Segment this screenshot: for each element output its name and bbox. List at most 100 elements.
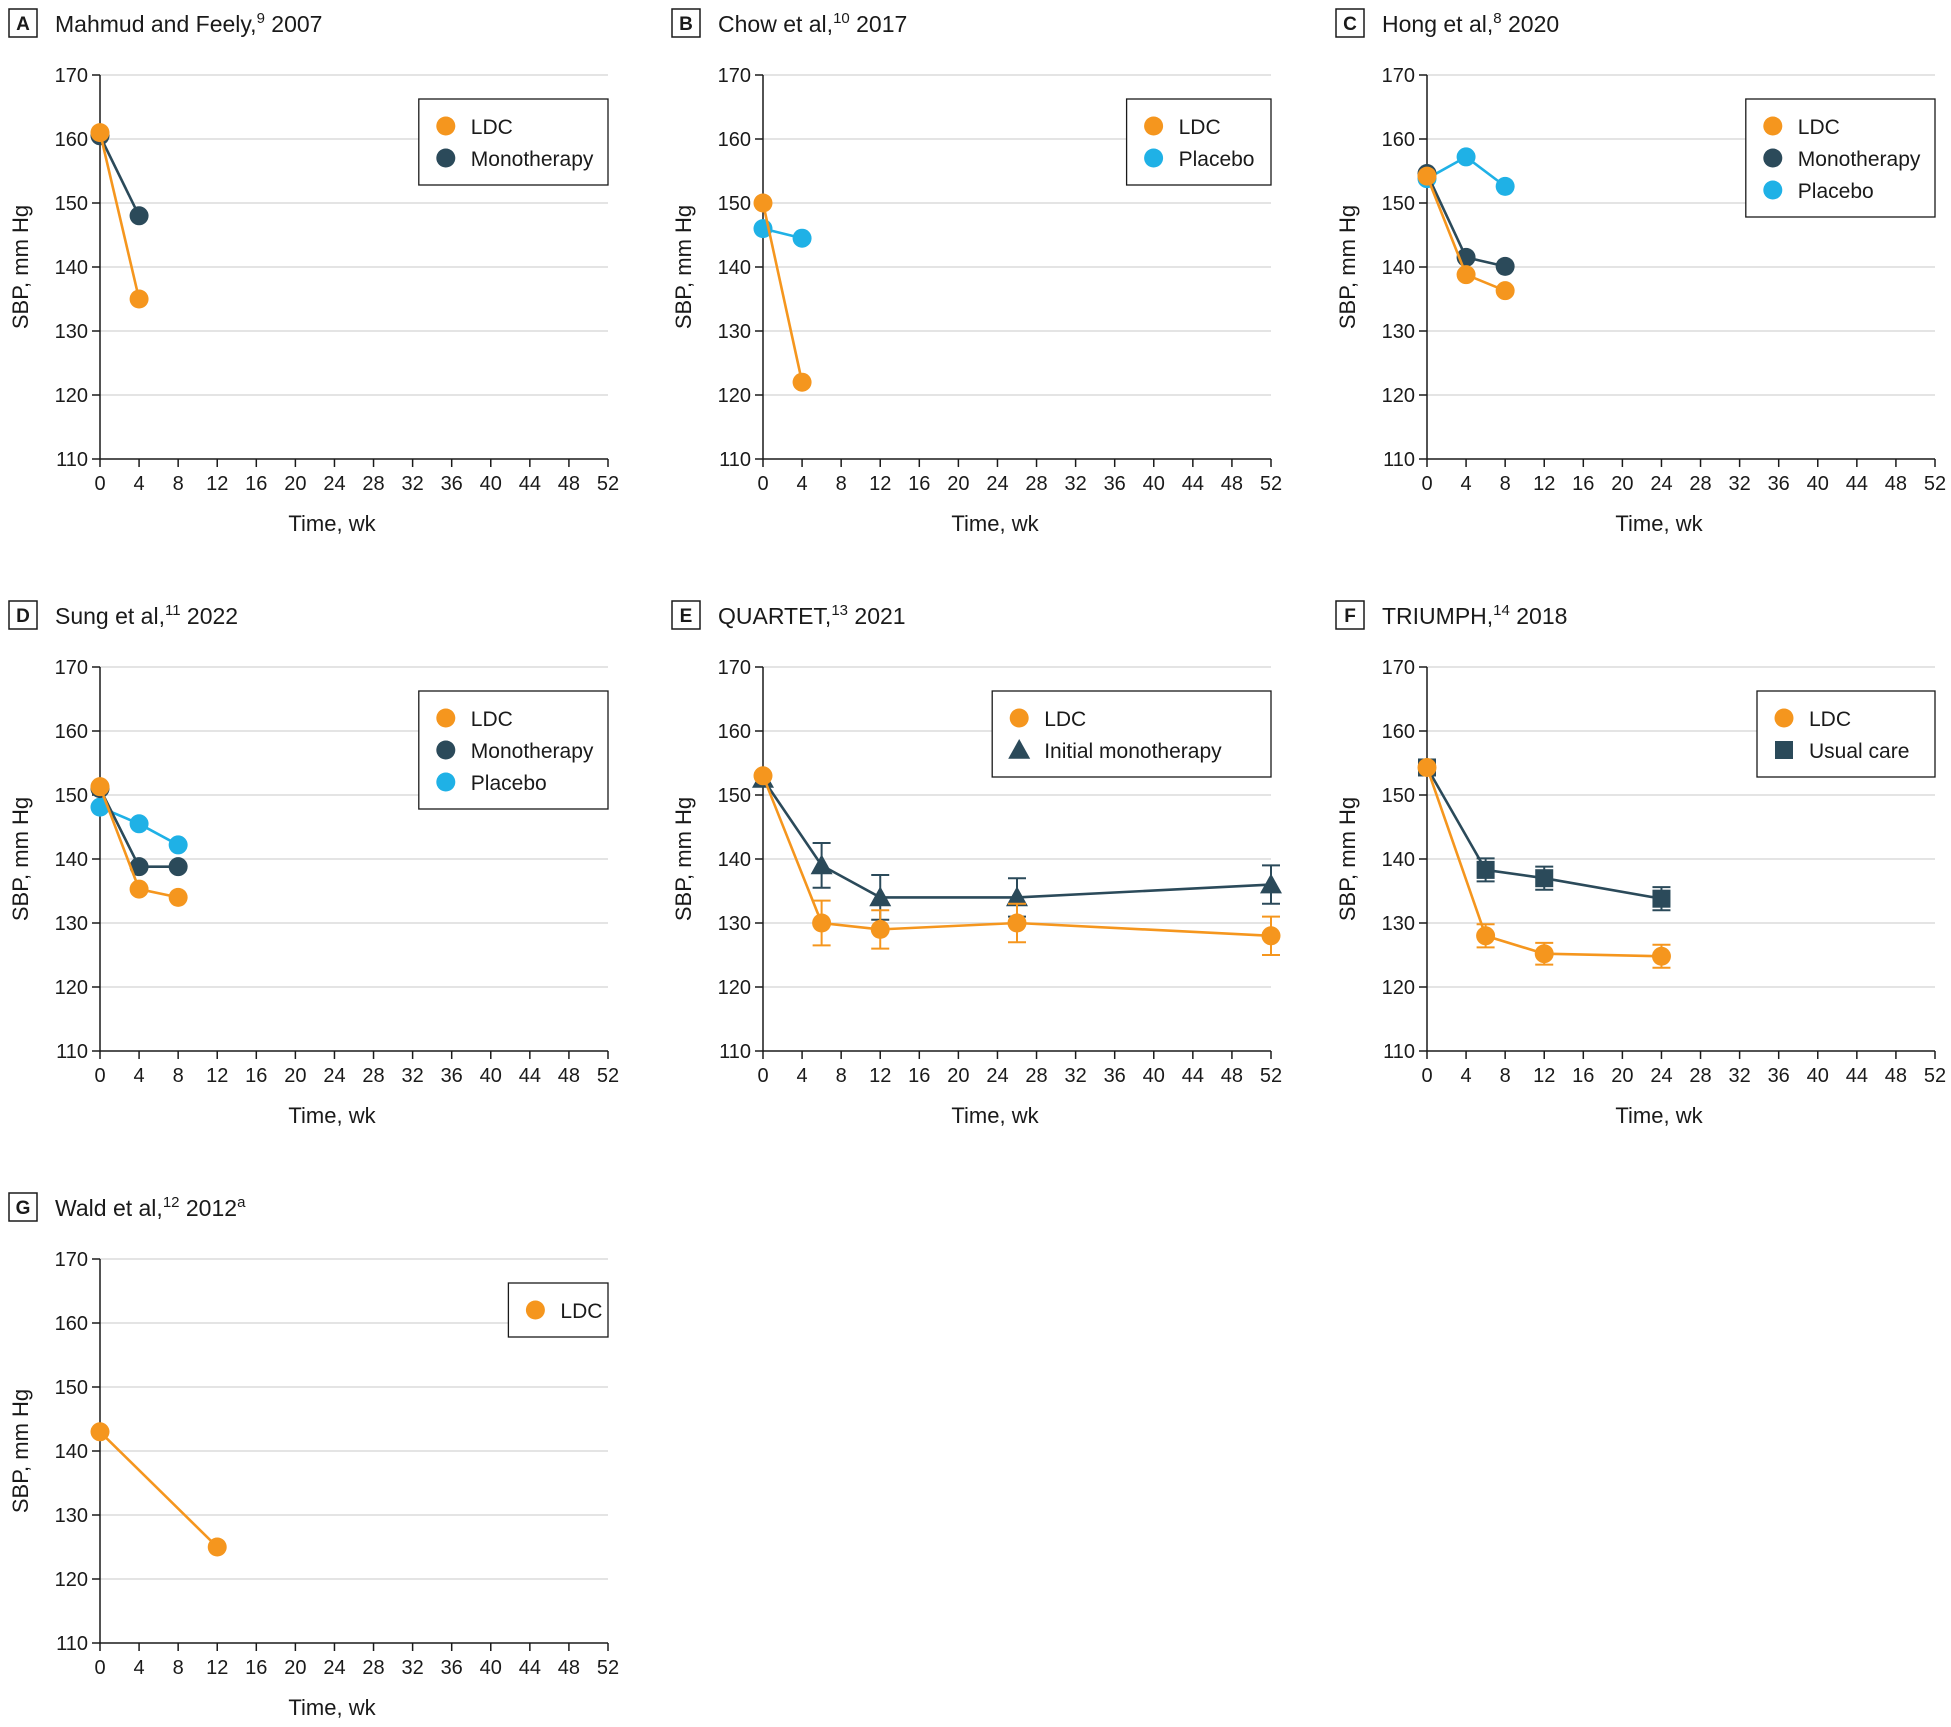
data-point bbox=[129, 289, 149, 309]
legend-marker bbox=[436, 772, 456, 792]
y-tick-label: 150 bbox=[55, 193, 88, 215]
y-tick-label: 170 bbox=[718, 65, 751, 87]
series-initial-monotherapy bbox=[752, 768, 1282, 921]
data-point bbox=[792, 228, 812, 248]
data-point bbox=[129, 879, 149, 899]
y-tick-label: 170 bbox=[55, 1249, 88, 1271]
y-tick-label: 110 bbox=[719, 1041, 751, 1063]
x-tick-label: 48 bbox=[1221, 1065, 1243, 1087]
x-tick-label: 48 bbox=[558, 473, 580, 495]
x-tick-label: 36 bbox=[1104, 1065, 1126, 1087]
x-tick-label: 48 bbox=[558, 1657, 580, 1679]
x-tick-label: 4 bbox=[134, 473, 145, 495]
y-axis-label: SBP, mm Hg bbox=[1335, 797, 1360, 921]
legend-label: Monotherapy bbox=[1798, 148, 1921, 171]
legend-marker bbox=[1763, 148, 1783, 168]
x-tick-label: 0 bbox=[94, 473, 105, 495]
panel-title-ref: 11 bbox=[165, 602, 181, 619]
series-ldc bbox=[90, 1422, 227, 1557]
x-tick-label: 28 bbox=[362, 1065, 384, 1087]
legend-marker bbox=[1763, 116, 1783, 136]
panel-letter-box bbox=[1335, 600, 1365, 630]
y-tick-label: 150 bbox=[718, 193, 751, 215]
x-tick-label: 12 bbox=[206, 1065, 228, 1087]
data-point bbox=[1495, 256, 1515, 276]
x-tick-label: 4 bbox=[1461, 1065, 1472, 1087]
data-point bbox=[812, 913, 832, 933]
panel-title-ref: 14 bbox=[1493, 602, 1510, 619]
panel-letter: E bbox=[680, 606, 693, 627]
y-tick-label: 120 bbox=[718, 385, 751, 407]
data-point bbox=[168, 857, 188, 877]
x-tick-label: 36 bbox=[1104, 473, 1126, 495]
legend: LDC bbox=[507, 1282, 609, 1338]
panel-title-year: 2017 bbox=[850, 11, 908, 37]
y-tick-label: 120 bbox=[1382, 977, 1415, 999]
legend-marker bbox=[1008, 739, 1031, 759]
series-placebo bbox=[753, 219, 812, 248]
panel-title: TRIUMPH,14 2018 bbox=[1382, 602, 1567, 629]
series-line bbox=[98, 132, 141, 300]
panel-title-ref: 10 bbox=[833, 10, 850, 27]
x-tick-label: 44 bbox=[519, 1065, 541, 1087]
x-tick-label: 8 bbox=[836, 1065, 847, 1087]
x-tick-label: 4 bbox=[797, 1065, 808, 1087]
panel-letter: B bbox=[679, 14, 693, 35]
y-axis-label: SBP, mm Hg bbox=[8, 1389, 33, 1513]
panel-title: Mahmud and Feely,9 2007 bbox=[55, 10, 322, 37]
y-tick-label: 170 bbox=[1382, 657, 1415, 679]
data-point bbox=[129, 857, 149, 877]
x-tick-label: 24 bbox=[1650, 1065, 1672, 1087]
x-tick-label: 44 bbox=[1846, 1065, 1868, 1087]
x-tick-label: 28 bbox=[1689, 473, 1711, 495]
series-line bbox=[1425, 766, 1662, 900]
data-point bbox=[1535, 869, 1554, 888]
data-point bbox=[90, 777, 110, 797]
x-tick-label: 52 bbox=[1924, 1065, 1946, 1087]
y-axis-label: SBP, mm Hg bbox=[1335, 205, 1360, 329]
legend-label: Usual care bbox=[1809, 740, 1909, 763]
legend-label: Placebo bbox=[1798, 180, 1874, 203]
panel-letter-box bbox=[671, 600, 701, 630]
panel-title: Wald et al,12 2012a bbox=[55, 1194, 246, 1221]
legend: LDC Usual care bbox=[1756, 690, 1936, 778]
y-tick-label: 160 bbox=[55, 129, 88, 151]
y-tick-label: 170 bbox=[55, 657, 88, 679]
data-point bbox=[1534, 944, 1554, 964]
x-tick-label: 28 bbox=[362, 1657, 384, 1679]
y-tick-label: 160 bbox=[55, 721, 88, 743]
panel-title: Chow et al,10 2017 bbox=[718, 10, 907, 37]
x-tick-label: 16 bbox=[1572, 473, 1594, 495]
series-line bbox=[98, 135, 141, 217]
x-tick-label: 12 bbox=[869, 1065, 891, 1087]
panel-d: D Sung et al,11 2022110120130140150160170… bbox=[8, 600, 619, 1128]
data-point bbox=[207, 1537, 227, 1557]
x-tick-label: 0 bbox=[94, 1065, 105, 1087]
y-tick-label: 160 bbox=[1382, 721, 1415, 743]
x-tick-label: 20 bbox=[284, 473, 306, 495]
legend-label: LDC bbox=[1044, 708, 1086, 731]
panel-letter: A bbox=[16, 14, 30, 35]
panel-title-text: Mahmud and Feely, bbox=[55, 11, 257, 37]
y-axis-label: SBP, mm Hg bbox=[671, 797, 696, 921]
y-tick-label: 140 bbox=[55, 1441, 88, 1463]
panel-title-year: 2021 bbox=[848, 603, 906, 629]
series-ldc bbox=[1417, 757, 1671, 969]
legend-label: LDC bbox=[560, 1300, 602, 1323]
x-tick-label: 40 bbox=[1807, 1065, 1829, 1087]
panel-title: Hong et al,8 2020 bbox=[1382, 10, 1559, 37]
x-axis-label: Time, wk bbox=[288, 1103, 376, 1128]
legend-label: Initial monotherapy bbox=[1044, 740, 1222, 763]
x-tick-label: 16 bbox=[245, 1065, 267, 1087]
x-tick-label: 40 bbox=[1807, 473, 1829, 495]
panel-title: QUARTET,13 2021 bbox=[718, 602, 906, 629]
x-tick-label: 8 bbox=[173, 1065, 184, 1087]
y-tick-label: 150 bbox=[55, 785, 88, 807]
y-tick-label: 140 bbox=[1382, 257, 1415, 279]
x-tick-label: 52 bbox=[1260, 1065, 1282, 1087]
series-usual-care bbox=[1418, 758, 1671, 912]
y-tick-label: 120 bbox=[55, 1569, 88, 1591]
x-axis-label: Time, wk bbox=[1615, 511, 1703, 536]
x-tick-label: 16 bbox=[908, 473, 930, 495]
